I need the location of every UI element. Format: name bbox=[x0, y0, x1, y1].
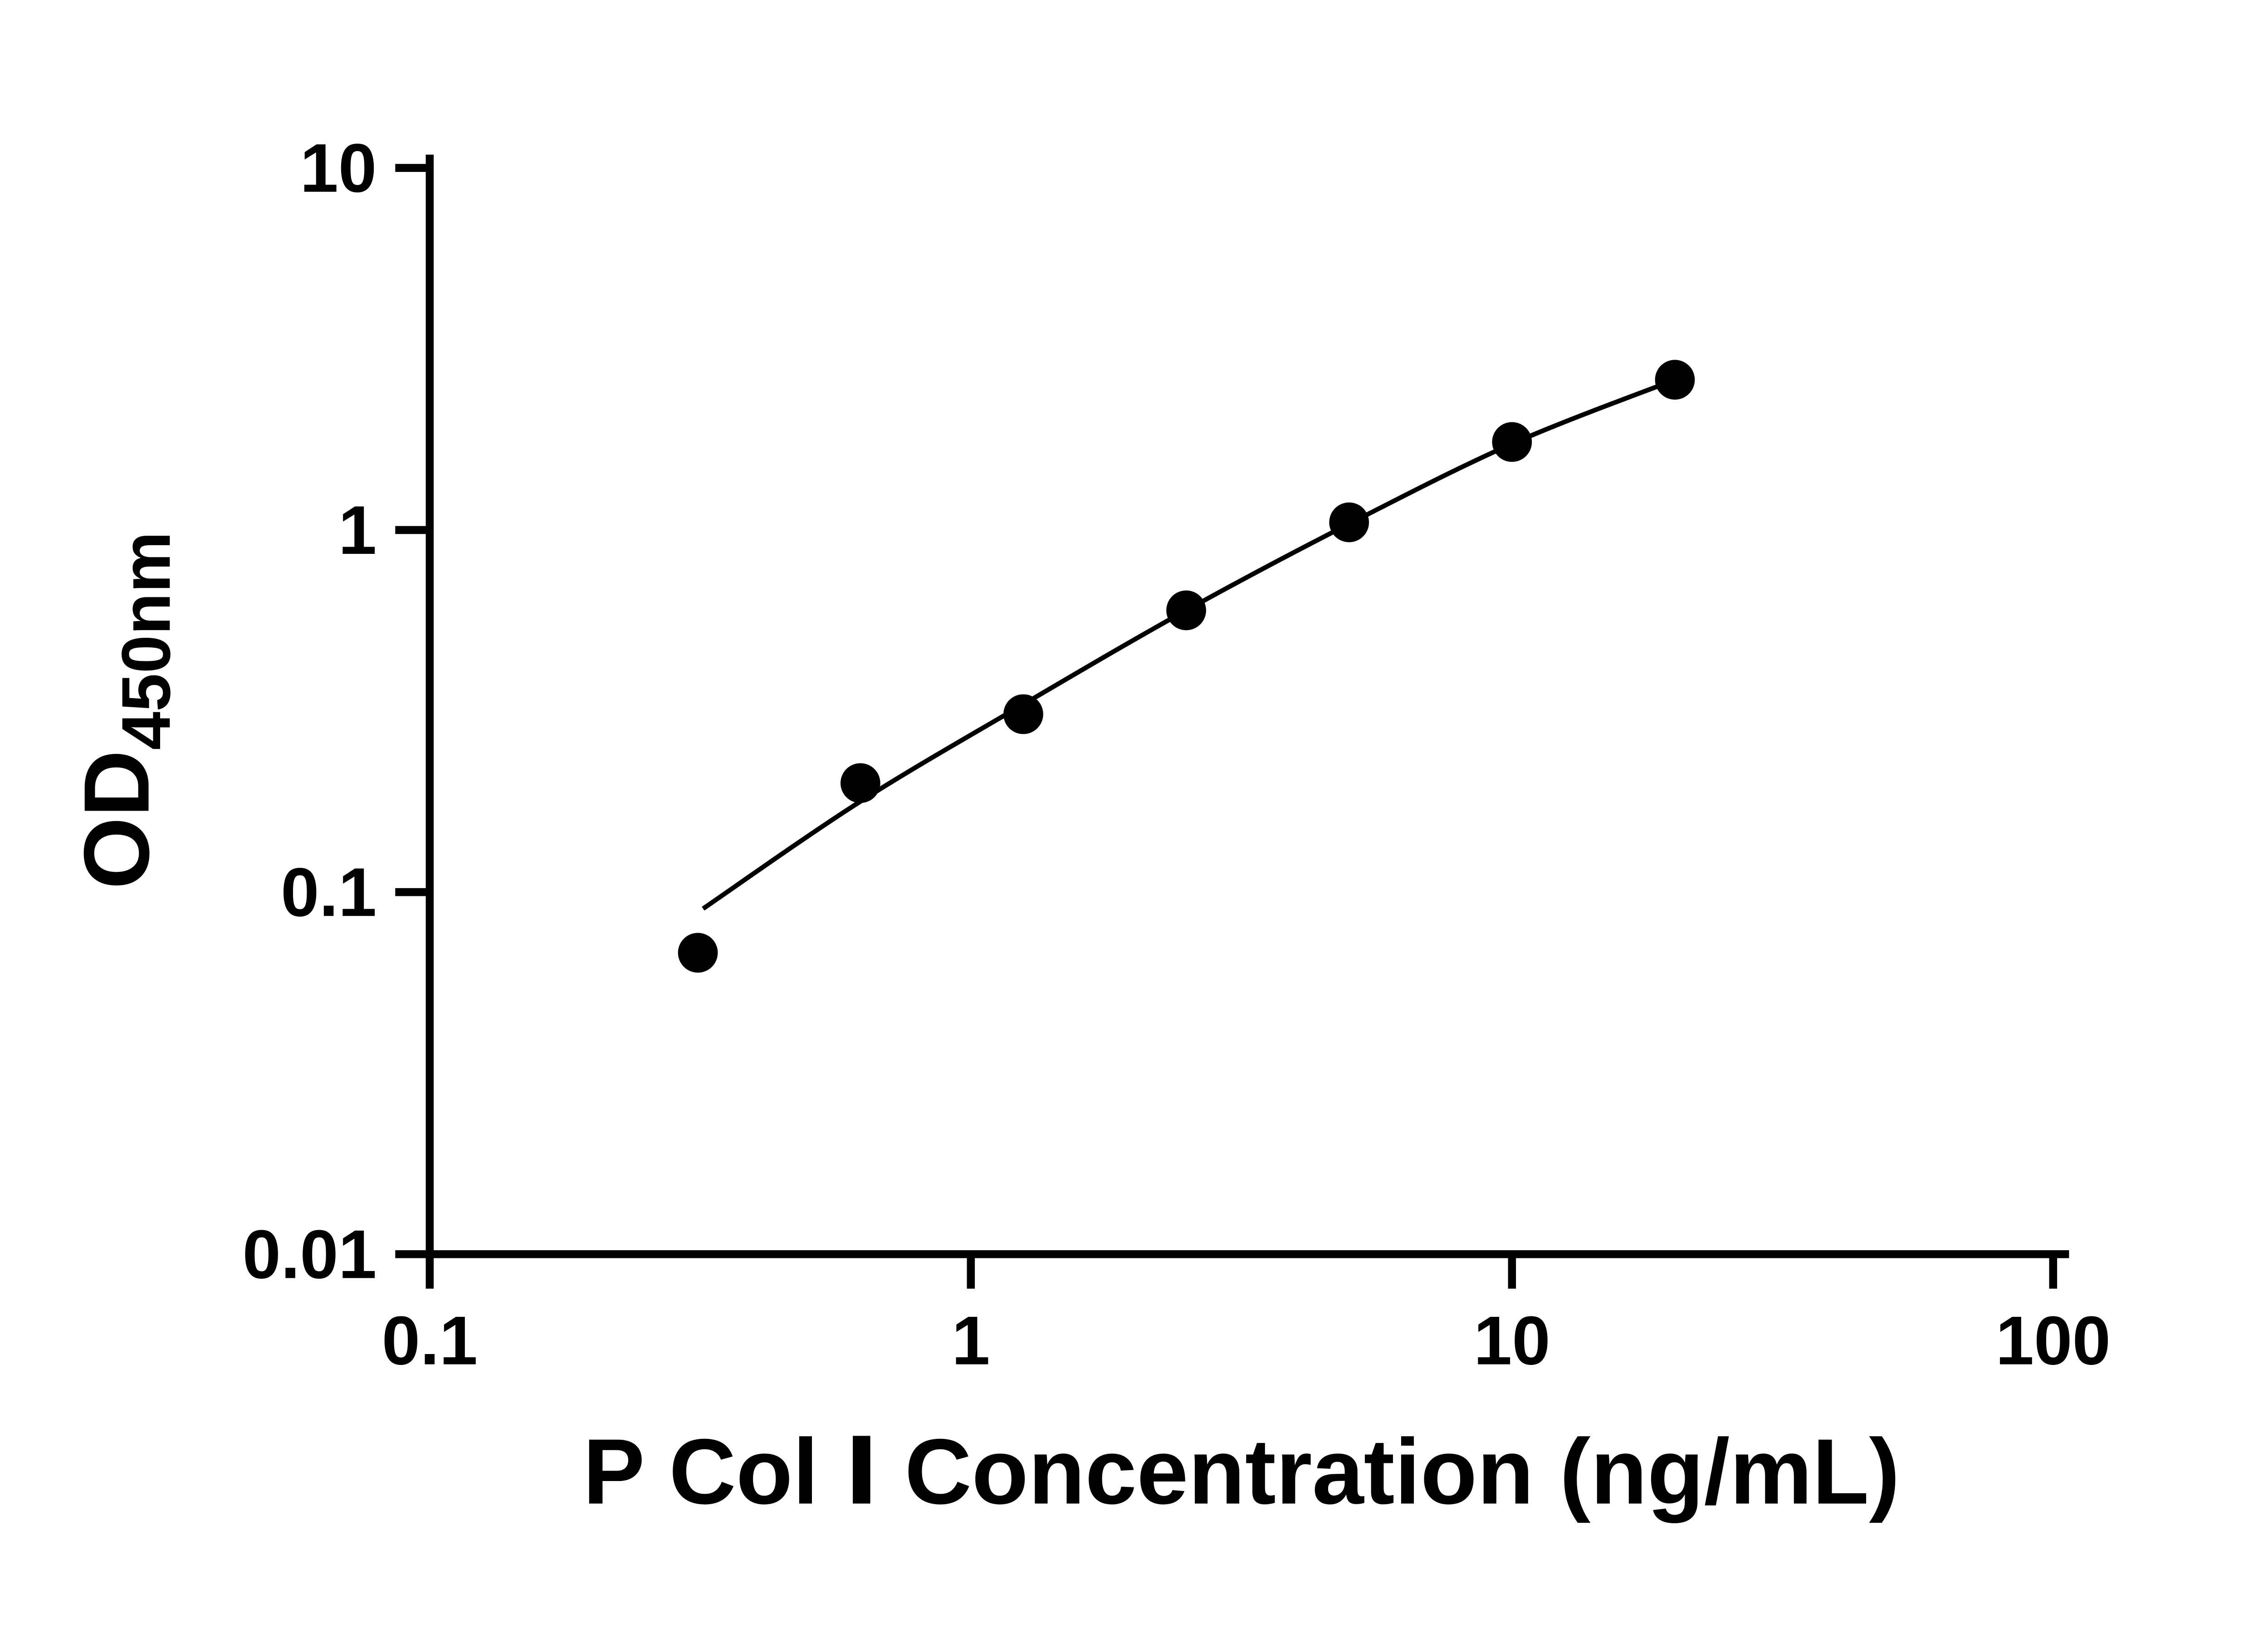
fit-curve bbox=[702, 377, 1676, 911]
data-point-marker bbox=[1492, 422, 1532, 462]
axis-frame bbox=[425, 154, 2069, 1258]
data-point-marker bbox=[1655, 360, 1695, 400]
x-axis-tick-label: 100 bbox=[1995, 1302, 2111, 1379]
y-axis-title-sub: 450nm bbox=[108, 532, 185, 750]
x-axis-title: P Col Ⅰ Concentration (ng/mL) bbox=[583, 1420, 1900, 1524]
data-point-marker bbox=[1166, 590, 1206, 631]
y-axis-tick-label: 10 bbox=[300, 130, 376, 207]
data-point-marker bbox=[840, 763, 880, 803]
data-point-marker bbox=[678, 933, 718, 973]
x-axis-tick-label: 0.1 bbox=[382, 1302, 478, 1379]
x-axis-tick-label: 1 bbox=[952, 1302, 990, 1379]
y-axis-tick-label: 0.1 bbox=[281, 854, 376, 931]
x-axis-tick-label: 10 bbox=[1474, 1302, 1550, 1379]
data-point-marker bbox=[1003, 694, 1043, 734]
y-axis-title-main: OD bbox=[65, 750, 168, 889]
data-point-marker bbox=[1329, 502, 1369, 543]
y-axis-tick-label: 0.01 bbox=[243, 1216, 377, 1293]
y-axis-tick-label: 1 bbox=[338, 492, 377, 569]
y-axis-title: OD450nm bbox=[65, 532, 185, 890]
